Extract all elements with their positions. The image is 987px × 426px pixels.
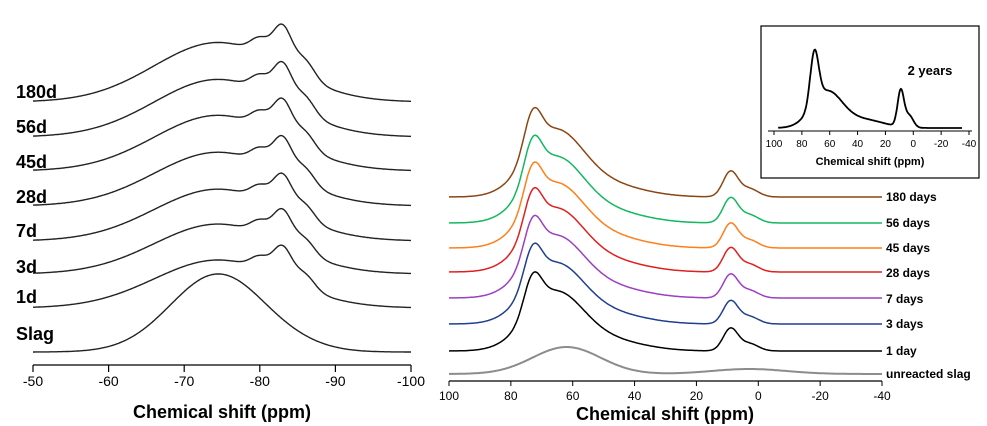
- inset-x-tick-label: 40: [852, 139, 864, 150]
- inset-series-2-years: [778, 48, 962, 129]
- right-x-tick-label: 60: [566, 389, 580, 403]
- left-x-tick-label: -60: [98, 373, 118, 389]
- left-x-ticks: -50 -60 -70 -80 -90 -100: [23, 365, 425, 389]
- left-series-label: 28d: [16, 187, 47, 207]
- left-x-tick-label: -50: [23, 373, 43, 389]
- right-series-unreacted-slag: [449, 346, 882, 375]
- inset-x-tick-label: -40: [962, 139, 977, 150]
- left-series-label: 56d: [16, 117, 47, 137]
- right-series-label: 3 days: [886, 317, 924, 331]
- left-x-tick-label: -90: [325, 373, 345, 389]
- left-series-1d: [33, 244, 412, 309]
- left-series-label: 180d: [16, 82, 57, 102]
- right-x-tick-label: 40: [628, 389, 642, 403]
- right-x-tick-label: -40: [873, 389, 891, 403]
- inset-curves: [778, 48, 962, 129]
- left-x-tick-label: -80: [250, 373, 270, 389]
- inset-frame: [760, 25, 980, 179]
- right-series-label: 1 day: [886, 344, 917, 358]
- inset-x-tick-label: 80: [796, 139, 808, 150]
- left-series-label: 1d: [16, 287, 37, 307]
- left-series-28d: [32, 134, 411, 207]
- right-series-labels: unreacted slag 1 day 3 days 7 days 28 days 45…: [886, 190, 971, 381]
- right-series-45-days: [448, 161, 882, 249]
- right-curves: [448, 106, 882, 375]
- inset-x-tick-label: 20: [880, 139, 892, 150]
- inset-annotation: 2 years: [908, 63, 953, 78]
- left-series-3d: [33, 207, 411, 275]
- right-series-3-days: [448, 242, 882, 325]
- right-x-tick-label: 80: [504, 389, 518, 403]
- inset-chart: 100 80 60 40 20 0 -20 -40 2 years Chemical shif…: [760, 25, 980, 179]
- left-series-45d: [33, 97, 411, 172]
- right-x-axis-label: Chemical shift (ppm): [576, 404, 754, 424]
- right-series-56-days: [449, 134, 882, 224]
- left-x-tick-label: -70: [174, 373, 194, 389]
- right-series-180-days: [449, 106, 882, 198]
- right-series-28-days: [448, 187, 882, 273]
- right-x-tick-label: 100: [439, 389, 459, 403]
- right-panel: 100 80 60 40 20 0 -20 -40 unreacted slag 1 day 3 …: [439, 106, 971, 424]
- left-series-labels: Slag 1d 3d 7d 28d 45d 56d 180d: [16, 82, 57, 344]
- left-series-7d: [33, 172, 411, 242]
- left-series-180d: [32, 23, 411, 102]
- left-panel: -50 -60 -70 -80 -90 -100 Slag 1d 3d 7d 28d 45d 56d 1…: [16, 23, 425, 422]
- left-series-56d: [33, 60, 412, 138]
- inset-x-tick-label: -20: [934, 139, 949, 150]
- inset-x-ticks: 100 80 60 40 20 0 -20 -40: [766, 131, 977, 150]
- inset-x-tick-label: 0: [911, 139, 917, 150]
- left-series-label: Slag: [16, 324, 54, 344]
- left-series-slag: [33, 273, 411, 353]
- left-x-tick-label: -100: [397, 373, 425, 389]
- right-x-tick-label: 20: [690, 389, 704, 403]
- right-x-tick-label: -20: [811, 389, 829, 403]
- left-x-axis-label: Chemical shift (ppm): [133, 402, 311, 422]
- right-x-tick-label: 0: [755, 389, 762, 403]
- right-series-label: 45 days: [886, 241, 930, 255]
- inset-x-tick-label: 100: [766, 139, 783, 150]
- right-series-label: 28 days: [886, 266, 930, 280]
- left-series-label: 7d: [16, 221, 37, 241]
- left-series-label: 45d: [16, 152, 47, 172]
- right-series-7-days: [448, 214, 882, 299]
- right-series-1-day: [448, 271, 882, 352]
- right-x-ticks: 100 80 60 40 20 0 -20 -40: [439, 381, 891, 403]
- left-curves: [32, 23, 412, 353]
- right-series-label: 180 days: [886, 190, 937, 204]
- inset-x-axis-label: Chemical shift (ppm): [816, 156, 925, 168]
- right-series-label: unreacted slag: [886, 367, 971, 381]
- left-series-label: 3d: [16, 257, 37, 277]
- right-series-label: 56 days: [886, 216, 930, 230]
- right-series-label: 7 days: [886, 292, 924, 306]
- inset-x-tick-label: 60: [824, 139, 836, 150]
